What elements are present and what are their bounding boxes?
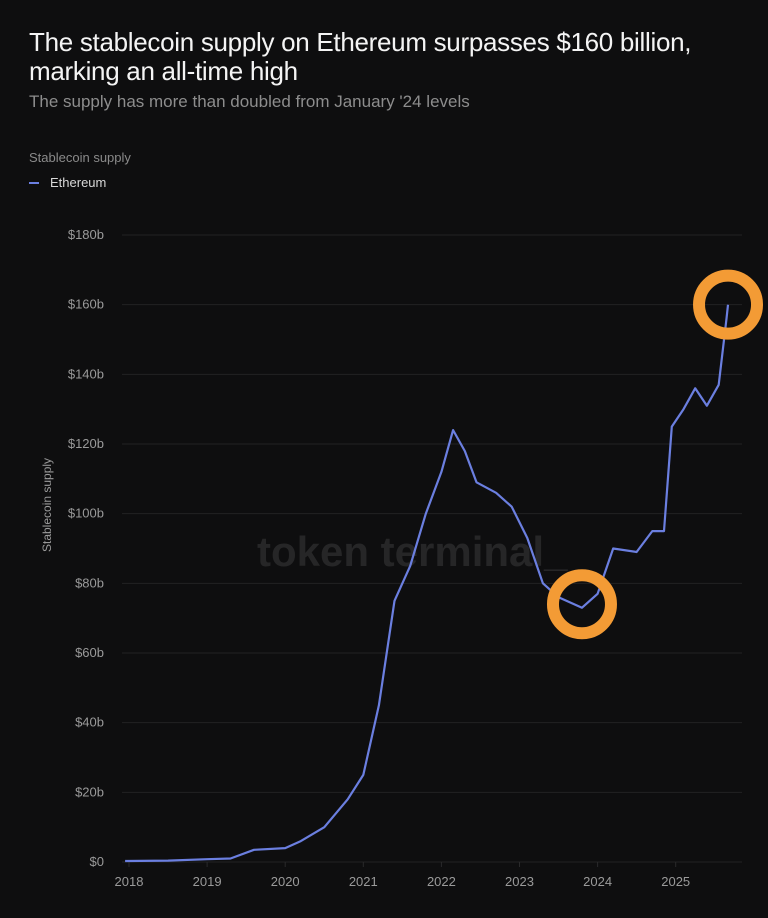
x-tick-label: 2021 — [349, 874, 378, 889]
y-tick-label: $20b — [75, 784, 104, 799]
watermark: token terminal_ — [257, 528, 568, 575]
x-tick-label: 2025 — [661, 874, 690, 889]
legend-swatch-icon — [29, 181, 39, 184]
y-tick-label: $140b — [68, 366, 104, 381]
x-tick-label: 2023 — [505, 874, 534, 889]
highlight-circle-icon — [546, 569, 617, 640]
grid-lines — [122, 234, 742, 863]
legend-title: Stablecoin supply — [29, 150, 131, 165]
highlight-circle-icon — [693, 269, 764, 340]
legend-item-ethereum[interactable]: Ethereum — [29, 175, 106, 190]
x-tick-label: 2018 — [115, 874, 144, 889]
x-axis-ticks: 2018 2019 2020 2021 2022 2023 2024 2025 — [115, 862, 690, 889]
chart-subtitle: The supply has more than doubled from Ja… — [29, 92, 470, 111]
x-tick-label: 2024 — [583, 874, 612, 889]
y-tick-label: $120b — [68, 436, 104, 451]
y-tick-label: $160b — [68, 297, 104, 312]
ethereum-series-line — [125, 304, 730, 863]
legend-label: Ethereum — [50, 175, 107, 190]
x-tick-label: 2022 — [427, 874, 456, 889]
chart-title: The stablecoin supply on Ethereum surpas… — [29, 27, 692, 86]
x-tick-label: 2020 — [271, 874, 300, 889]
y-tick-label: $60b — [75, 645, 104, 660]
y-tick-label: $100b — [68, 506, 104, 521]
y-axis-ticks: $0 $20b $40b $60b $80b $100b $120b $140b $160b $1… — [68, 227, 104, 869]
annotations — [546, 269, 764, 640]
y-tick-label: $40b — [75, 715, 104, 730]
y-tick-label: $80b — [75, 575, 104, 590]
x-tick-label: 2019 — [193, 874, 222, 889]
y-tick-label: $0 — [90, 854, 104, 869]
y-tick-label: $180b — [68, 227, 104, 242]
